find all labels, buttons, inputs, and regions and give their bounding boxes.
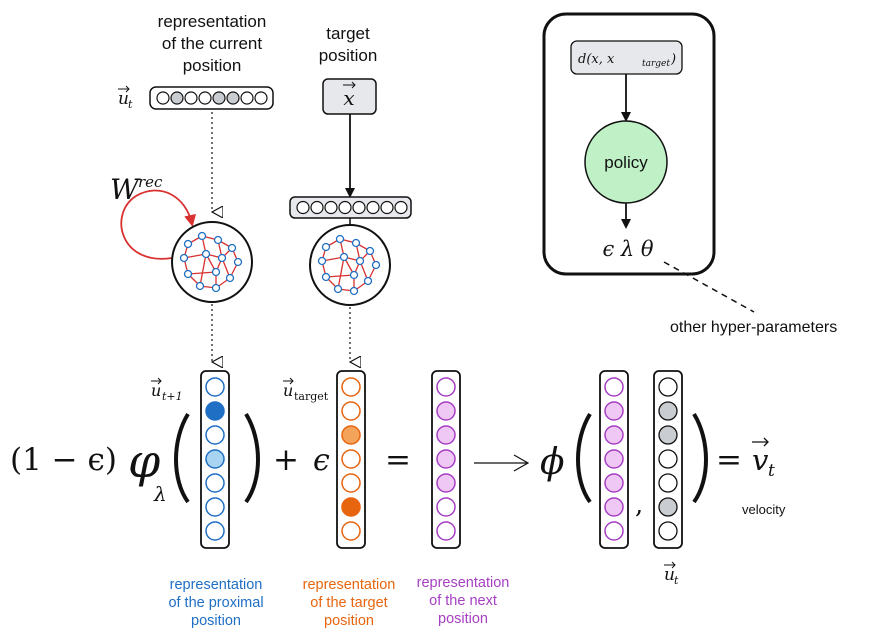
svg-text:u: u: [151, 381, 161, 400]
phi-next-vector: [599, 370, 629, 549]
left-paren-1: [174, 412, 190, 504]
varphi-lambda: φ λ: [128, 434, 167, 506]
svg-text:position: position: [191, 613, 241, 629]
svg-text:representation: representation: [303, 577, 396, 593]
svg-text:t: t: [768, 461, 775, 481]
hyper-symbols: ϵ λ θ: [602, 237, 653, 261]
right-paren-2: [692, 412, 708, 504]
u-t-top-label: u t: [118, 85, 133, 111]
svg-text:of the next: of the next: [429, 593, 497, 609]
svg-text:v: v: [752, 443, 769, 477]
svg-text:t+1: t+1: [162, 390, 183, 403]
comma: ,: [635, 490, 643, 520]
recurrent-arrow: [120, 189, 196, 260]
hyper-dashed-pointer: [663, 261, 755, 313]
one-minus-eps: (1 − ϵ): [10, 442, 117, 478]
svg-text:u: u: [664, 565, 675, 585]
svg-text:target: target: [642, 59, 670, 69]
phi: ϕ: [540, 442, 565, 483]
svg-text:t: t: [128, 98, 133, 111]
svg-text:x: x: [343, 86, 354, 110]
u-t1-label: u t+1: [151, 377, 183, 403]
svg-text:policy: policy: [604, 153, 648, 172]
svg-text:t: t: [674, 574, 679, 587]
svg-text:representation: representation: [170, 577, 263, 593]
svg-text:of the proximal: of the proximal: [168, 595, 263, 611]
next-vector: [431, 370, 461, 549]
next-caption: representation of the next position: [417, 575, 510, 627]
target-vector: [336, 370, 366, 549]
u-t-bottom-label: u t: [664, 561, 679, 587]
svg-text:position: position: [319, 46, 378, 65]
recurrent-network-left: [171, 221, 253, 303]
svg-text:representation: representation: [417, 575, 510, 591]
svg-text:of the target: of the target: [310, 595, 387, 611]
svg-text:u: u: [118, 89, 129, 109]
svg-text:λ: λ: [153, 482, 167, 506]
svg-text:position: position: [438, 611, 488, 627]
other-hyper-label: other hyper-parameters: [670, 319, 837, 336]
velocity-label: velocity: [742, 502, 786, 517]
recurrent-network-right: [309, 224, 391, 306]
target-encoder-vector: [289, 196, 412, 219]
svg-text:): ): [670, 52, 676, 67]
proximal-vector: [200, 370, 230, 549]
svg-text:rec: rec: [138, 173, 163, 191]
plus-sign: +: [273, 442, 299, 478]
svg-text:position: position: [324, 613, 374, 629]
target-position-label: target position: [319, 24, 378, 65]
v-t-label: v t: [752, 437, 775, 481]
left-paren-2: [576, 412, 592, 504]
proximal-caption: representation of the proximal position: [168, 577, 263, 629]
svg-text:target: target: [326, 24, 370, 43]
implies-arrow: [474, 454, 530, 472]
svg-text:φ: φ: [128, 434, 161, 488]
policy-panel: d(x, x target ) policy ϵ λ θ: [542, 12, 716, 276]
right-paren-1: [244, 412, 260, 504]
svg-text:position: position: [183, 56, 242, 75]
svg-text:u: u: [283, 381, 293, 400]
target-caption: representation of the target position: [303, 577, 396, 629]
current-position-vector: [149, 86, 274, 110]
u-target-label: u target: [283, 377, 329, 403]
svg-text:representation: representation: [158, 12, 267, 31]
w-rec-label: W rec: [110, 173, 163, 206]
svg-text:d(x, x: d(x, x: [578, 52, 615, 67]
svg-text:W: W: [110, 173, 141, 206]
svg-text:of the current: of the current: [162, 34, 262, 53]
x-input-box: x: [322, 78, 377, 115]
epsilon: ϵ: [313, 443, 330, 478]
svg-text:target: target: [294, 390, 329, 403]
equals-v: =: [716, 442, 742, 478]
current-position-label: representation of the current position: [158, 12, 267, 75]
equals-sign: =: [385, 442, 411, 478]
phi-current-vector: [653, 370, 683, 549]
